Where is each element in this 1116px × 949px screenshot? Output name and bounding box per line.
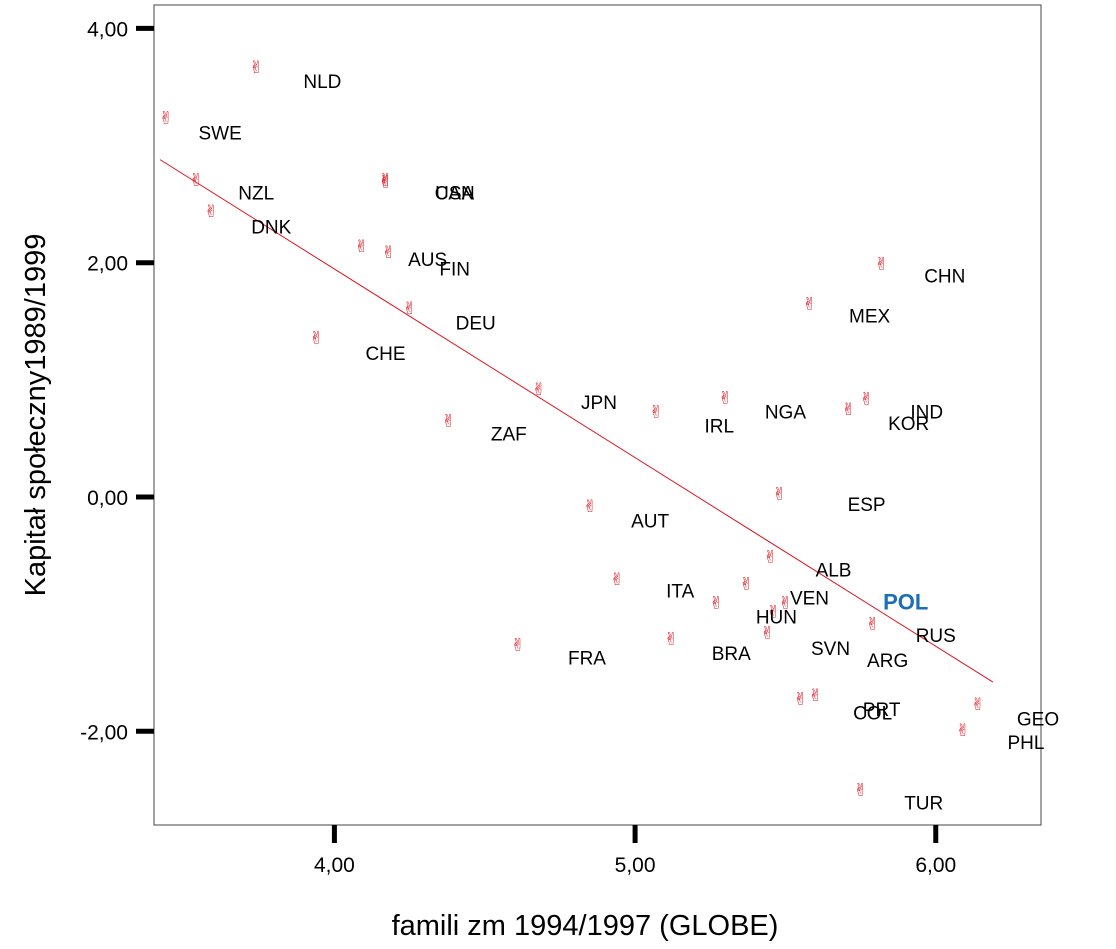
data-point-marker: ✌ [189, 170, 203, 190]
data-point-marker: ✌ [610, 570, 624, 590]
x-axis-title: famili zm 1994/1997 (GLOBE) [392, 910, 779, 942]
point-label: NGA [765, 402, 807, 423]
point-label: CHE [365, 344, 405, 365]
point-label: SVN [811, 639, 850, 660]
point-label: USA [435, 183, 474, 204]
data-point-marker: ✌ [802, 295, 816, 315]
plot-area [153, 4, 1042, 826]
point-label: DNK [251, 217, 291, 238]
data-point-marker: ✌ [760, 624, 774, 644]
data-point-marker: ✌ [739, 575, 753, 595]
x-tick-label: 4,00 [314, 854, 355, 877]
point-label: ARG [867, 651, 908, 672]
point-label: AUS [408, 250, 447, 271]
point-label: SWE [199, 124, 242, 145]
point-label: ESP [848, 495, 886, 516]
point-label: RUS [916, 626, 956, 647]
point-label: JPN [581, 393, 617, 414]
y-tick-label: -2,00 [80, 721, 128, 744]
y-tick-label: 2,00 [87, 253, 128, 276]
point-label: HUN [756, 607, 797, 628]
x-tick-label: 5,00 [615, 854, 656, 877]
data-point-marker: ✌ [971, 695, 985, 715]
point-label: NZL [238, 183, 274, 204]
point-label: GEO [1017, 709, 1059, 730]
data-point-marker: ✌ [709, 593, 723, 613]
point-label: NLD [303, 72, 341, 93]
point-label: CAN [435, 183, 475, 204]
point-label: IRL [704, 417, 734, 438]
y-axis-title: Kapitał społeczny1989/1999 [20, 234, 52, 597]
data-point-marker: ✌ [309, 329, 323, 349]
data-point-marker: ✌ [859, 389, 873, 409]
point-label: PHL [1007, 733, 1044, 754]
data-point-marker: ✌ [718, 388, 732, 408]
data-point-marker: ✌ [808, 686, 822, 706]
data-point-marker: ✌ [511, 635, 525, 655]
data-point-marker: ✌ [249, 58, 263, 78]
fit-line [159, 159, 994, 683]
highlight-label: POL [883, 589, 928, 614]
data-point-marker: ✌ [159, 108, 173, 128]
data-point-marker: ✌ [402, 299, 416, 319]
data-point-marker: ✌ [793, 689, 807, 709]
point-label: FRA [568, 648, 606, 669]
x-axis: 4,00 5,00 6,00 [314, 825, 956, 877]
data-point-marker: ✌ [378, 170, 392, 190]
point-label: ITA [666, 582, 694, 603]
point-label: MEX [849, 306, 891, 327]
data-point-marker: ✌ [664, 630, 678, 650]
point-label: ZAF [491, 425, 527, 446]
data-point-marker: ✌ [583, 497, 597, 517]
data-point-marker: ✌ [204, 202, 218, 222]
y-tick-label: 4,00 [87, 18, 128, 41]
data-points: ✌✌✌✌✌✌✌ ✌✌✌✌✌✌✌✌✌✌ ✌✌✌✌✌✌✌✌✌✌ ✌✌✌✌✌✌✌✌ [159, 58, 985, 801]
data-point-marker: ✌ [778, 593, 792, 613]
point-label: KOR [888, 414, 929, 435]
data-point-marker: ✌ [841, 400, 855, 420]
point-label: BRA [712, 644, 751, 665]
y-axis: -2,00 0,00 2,00 4,00 [80, 18, 154, 744]
point-label: COL [853, 704, 892, 725]
data-point-marker: ✌ [763, 548, 777, 568]
point-label: DEU [456, 313, 496, 334]
point-label: FIN [439, 260, 470, 281]
data-point-marker: ✌ [956, 721, 970, 741]
data-point-marker: ✌ [649, 402, 663, 422]
data-point-marker: ✌ [772, 484, 786, 504]
point-label: CHN [924, 267, 965, 288]
data-point-marker: ✌ [865, 614, 879, 634]
point-label: IND [910, 402, 943, 423]
data-point-marker: ✌ [853, 781, 867, 801]
point-label: TUR [904, 794, 943, 815]
data-point-marker: ✌ [766, 603, 780, 623]
point-label: ALB [816, 561, 852, 582]
data-point-marker: ✌ [532, 380, 546, 400]
point-label: AUT [631, 511, 669, 532]
y-tick-label: 0,00 [87, 487, 128, 510]
x-tick-label: 6,00 [915, 854, 956, 877]
data-point-marker: ✌ [875, 255, 889, 275]
data-point-marker: ✌ [378, 173, 392, 193]
data-point-marker: ✌ [381, 243, 395, 263]
data-point-marker: ✌ [354, 237, 368, 257]
point-label: PRT [863, 700, 901, 721]
regression-line [159, 159, 994, 683]
point-label: VEN [790, 589, 829, 610]
data-point-marker: ✌ [442, 412, 456, 432]
